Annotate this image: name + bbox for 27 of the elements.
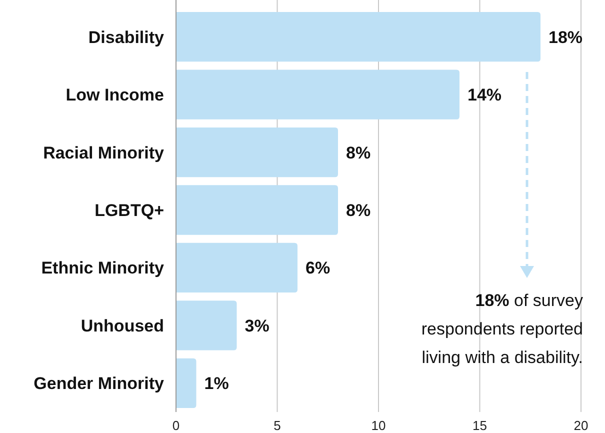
bar: [176, 242, 298, 293]
data-label: 1%: [204, 374, 229, 394]
bar: [176, 300, 237, 350]
bar: [176, 70, 460, 120]
y-tick-label: Racial Minority: [43, 143, 165, 162]
bar: [176, 358, 196, 408]
x-tick-label: 0: [172, 418, 180, 433]
x-tick-label: 15: [472, 418, 487, 433]
data-label: 18%: [548, 28, 583, 47]
y-tick-label: Gender Minority: [34, 374, 165, 394]
y-tick-label: Ethnic Minority: [41, 258, 165, 278]
y-tick-label: Disability: [88, 28, 165, 47]
x-tick-label: 20: [574, 418, 588, 433]
data-label: 6%: [306, 258, 330, 278]
bar: [176, 185, 338, 235]
data-label: 8%: [346, 143, 371, 162]
annotation: 18% of survey respondents reported living with a disability.: [421, 291, 584, 367]
y-tick-label: LGBTQ+: [94, 201, 164, 220]
y-tick-label: Low Income: [66, 86, 164, 105]
x-tick-label: 5: [274, 418, 281, 433]
data-label: 3%: [244, 316, 270, 336]
y-tick-label: Unhoused: [80, 316, 164, 336]
bar: [176, 12, 540, 62]
data-label: 14%: [468, 86, 502, 105]
bar: [176, 127, 338, 178]
x-tick-label: 10: [371, 418, 386, 433]
data-label: 8%: [346, 201, 371, 220]
